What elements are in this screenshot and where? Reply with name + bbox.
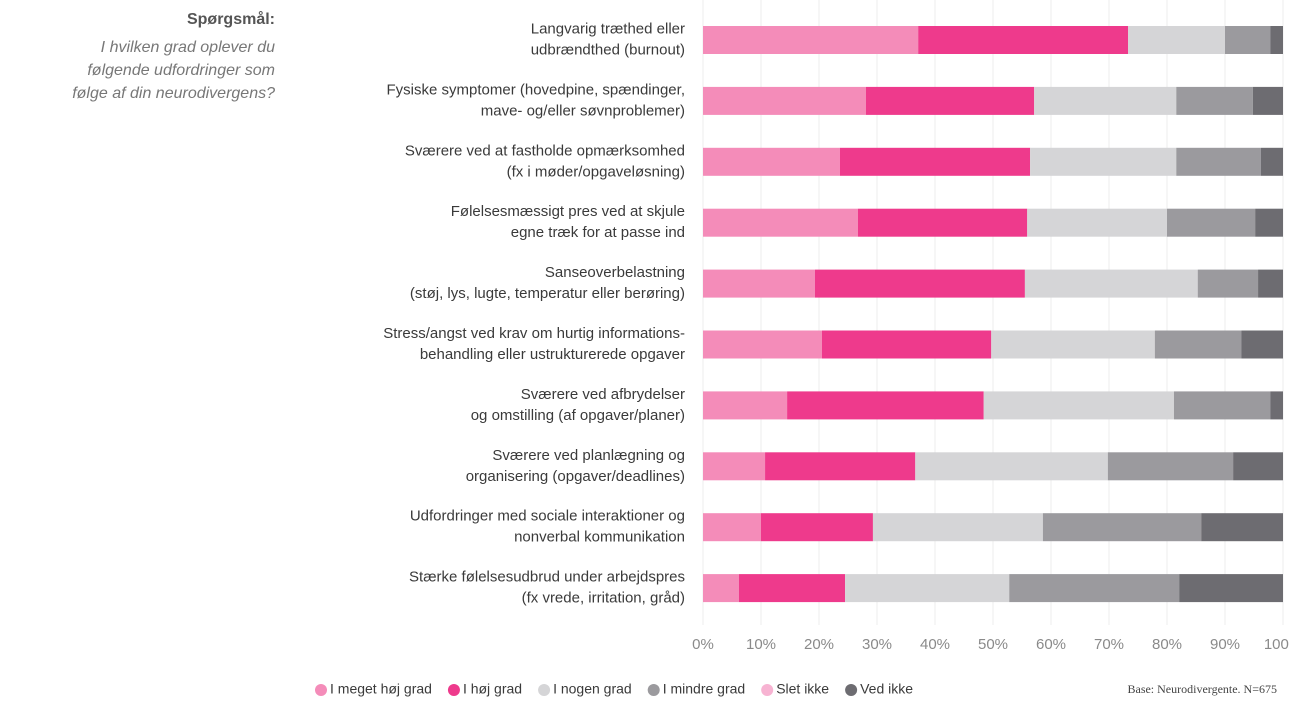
bar-segment bbox=[1260, 147, 1283, 176]
bar-segment bbox=[703, 452, 766, 481]
bar-segment bbox=[814, 269, 1025, 298]
bar-segment bbox=[1154, 330, 1242, 359]
bar-segment bbox=[1270, 391, 1283, 420]
bar-segment bbox=[839, 147, 1031, 176]
bar-segment bbox=[1167, 208, 1256, 237]
category-label: organisering (opgaver/deadlines) bbox=[466, 468, 685, 485]
category-label: Udfordringer med sociale interaktioner o… bbox=[410, 508, 685, 525]
category-label: Sanseoverbelastning bbox=[545, 264, 685, 281]
category-label: (fx vrede, irritation, gråd) bbox=[522, 590, 685, 607]
bar-segment bbox=[1258, 269, 1283, 298]
bar-segment bbox=[1107, 452, 1234, 481]
bar-segment bbox=[703, 269, 815, 298]
legend-label: Ved ikke bbox=[860, 681, 913, 697]
x-tick-label: 20% bbox=[804, 636, 834, 653]
bar-segment bbox=[1270, 26, 1283, 54]
category-label: Langvarig træthed eller bbox=[531, 20, 685, 37]
legend-swatch bbox=[447, 684, 460, 696]
x-tick-label: 60% bbox=[1036, 636, 1066, 653]
category-label: (fx i møder/opgaveløsning) bbox=[507, 163, 685, 180]
question-text: I hvilken grad oplever du bbox=[101, 39, 275, 56]
category-label: nonverbal kommunikation bbox=[514, 529, 685, 546]
legend-swatch bbox=[538, 684, 551, 696]
bar-segment bbox=[703, 147, 840, 176]
bar-segment bbox=[1030, 147, 1177, 176]
legend-label: I høj grad bbox=[463, 681, 522, 697]
bar-segment bbox=[1009, 574, 1180, 603]
bar-segment bbox=[918, 26, 1129, 54]
question-label: Spørgsmål: bbox=[187, 10, 275, 28]
bar-segment bbox=[1255, 208, 1283, 237]
bar-segment bbox=[1042, 513, 1202, 542]
bar-segment bbox=[1201, 513, 1283, 542]
category-label: udbrændthed (burnout) bbox=[531, 41, 685, 58]
category-label: Stress/angst ved krav om hurtig informat… bbox=[383, 325, 685, 342]
x-tick-label: 30% bbox=[862, 636, 892, 653]
bar-segment bbox=[787, 391, 984, 420]
bar-segment bbox=[703, 26, 919, 54]
legend-swatch bbox=[845, 684, 858, 696]
x-tick-label: 40% bbox=[920, 636, 950, 653]
bar-segment bbox=[1176, 86, 1253, 115]
x-tick-label: 0% bbox=[692, 636, 714, 653]
bar-segment bbox=[1176, 147, 1261, 176]
legend-label: I meget høj grad bbox=[330, 681, 432, 697]
bar-segment bbox=[983, 391, 1174, 420]
bar-segment bbox=[703, 86, 866, 115]
x-tick-label: 10% bbox=[746, 636, 776, 653]
bar-segment bbox=[703, 330, 822, 359]
bar-segment bbox=[1225, 26, 1271, 54]
legend-label: Slet ikke bbox=[776, 681, 829, 697]
bar-segment bbox=[1173, 391, 1271, 420]
bar-segment bbox=[1233, 452, 1283, 481]
legend-swatch bbox=[647, 684, 660, 696]
bar-segment bbox=[1128, 26, 1225, 54]
bar-segment bbox=[1241, 330, 1283, 359]
base-note: Base: Neurodivergente. N=675 bbox=[1127, 682, 1277, 696]
category-label: behandling eller ustrukturerede opgaver bbox=[420, 346, 685, 363]
category-label: Sværere ved planlægning og bbox=[492, 447, 685, 464]
category-label: egne træk for at passe ind bbox=[511, 224, 685, 241]
category-label: Fysiske symptomer (hovedpine, spændinger… bbox=[387, 81, 685, 98]
bar-segment bbox=[761, 513, 873, 542]
bar-segment bbox=[872, 513, 1043, 542]
category-label: (støj, lys, lugte, temperatur eller berø… bbox=[410, 285, 685, 302]
bar-segment bbox=[703, 574, 739, 603]
bar-segment bbox=[703, 208, 858, 237]
bar-segment bbox=[703, 391, 788, 420]
bar-segment bbox=[703, 513, 761, 542]
bar-segment bbox=[857, 208, 1028, 237]
bar-segment bbox=[1034, 86, 1177, 115]
category-label: Stærke følelsesudbrud under arbejdspres bbox=[409, 569, 685, 586]
category-label: mave- og/eller søvnproblemer) bbox=[481, 102, 685, 119]
bar-segment bbox=[1197, 269, 1259, 298]
x-tick-label: 50% bbox=[978, 636, 1008, 653]
category-label: Følelsesmæssigt pres ved at skjule bbox=[451, 203, 685, 220]
bar-segment bbox=[915, 452, 1108, 481]
legend-label: I mindre grad bbox=[663, 681, 745, 697]
question-text: følgende udfordringer som bbox=[87, 62, 275, 79]
legend-swatch bbox=[315, 684, 327, 696]
bar-segment bbox=[991, 330, 1155, 359]
bar-segment bbox=[1252, 86, 1283, 115]
bar-segment bbox=[1027, 208, 1167, 237]
bar-segment bbox=[1024, 269, 1198, 298]
category-label: Sværere ved afbrydelser bbox=[521, 386, 685, 403]
bar-segment bbox=[1179, 574, 1283, 603]
bar-segment bbox=[738, 574, 846, 603]
legend-label: I nogen grad bbox=[553, 681, 632, 697]
bar-segment bbox=[845, 574, 1010, 603]
x-tick-label: 80% bbox=[1152, 636, 1182, 653]
x-tick-label: 100% bbox=[1264, 636, 1289, 653]
question-text: følge af din neurodivergens? bbox=[72, 85, 275, 102]
category-label: Sværere ved at fastholde opmærksomhed bbox=[405, 142, 685, 159]
bar-segment bbox=[765, 452, 916, 481]
bar-segment bbox=[865, 86, 1035, 115]
bar-segment bbox=[821, 330, 992, 359]
x-tick-label: 90% bbox=[1210, 636, 1240, 653]
category-label: og omstilling (af opgaver/planer) bbox=[471, 407, 685, 424]
legend-swatch bbox=[761, 684, 774, 696]
x-tick-label: 70% bbox=[1094, 636, 1124, 653]
